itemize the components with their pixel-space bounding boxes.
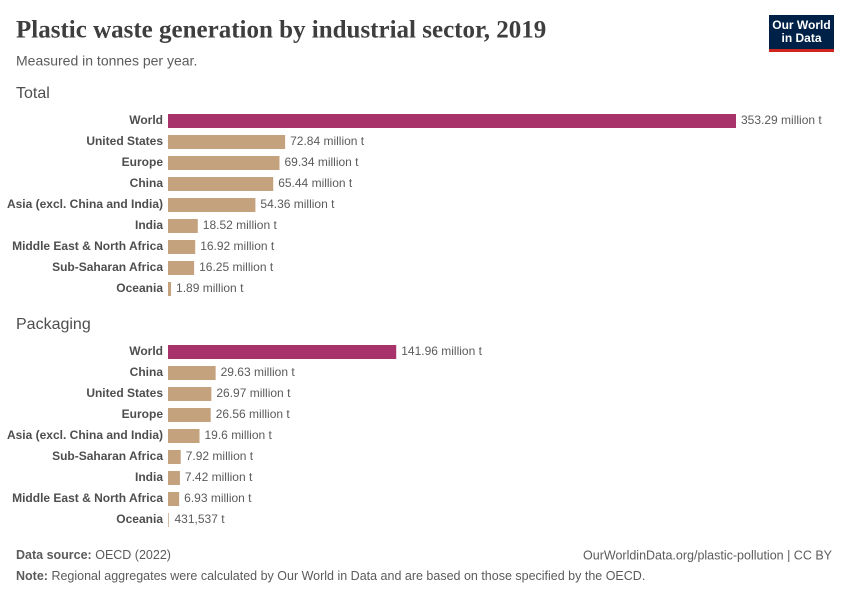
note-label: Note: bbox=[16, 569, 48, 583]
bar bbox=[168, 387, 212, 401]
category-label: Sub-Saharan Africa bbox=[52, 449, 163, 463]
logo-text: in Data bbox=[781, 31, 821, 45]
category-label: World bbox=[129, 113, 163, 127]
logo-box bbox=[769, 15, 834, 49]
value-label: 353.29 million t bbox=[741, 113, 822, 127]
value-label: 69.34 million t bbox=[284, 155, 359, 169]
category-label: Oceania bbox=[116, 281, 163, 295]
value-label: 26.97 million t bbox=[216, 386, 291, 400]
note: Note: Regional aggregates were calculate… bbox=[16, 569, 645, 583]
logo[interactable]: Our World in Data bbox=[769, 15, 834, 52]
bar bbox=[168, 177, 274, 191]
value-label: 16.92 million t bbox=[200, 239, 275, 253]
bar bbox=[168, 366, 216, 380]
bar bbox=[168, 282, 172, 296]
category-label: China bbox=[130, 176, 164, 190]
bar bbox=[168, 492, 180, 506]
note-text: Regional aggregates were calculated by O… bbox=[51, 569, 645, 583]
value-label: 7.92 million t bbox=[186, 449, 254, 463]
category-label: China bbox=[130, 365, 164, 379]
panel-title: Total bbox=[16, 85, 50, 102]
value-label: 18.52 million t bbox=[203, 218, 278, 232]
value-label: 6.93 million t bbox=[184, 491, 252, 505]
subtitle: Measured in tonnes per year. bbox=[16, 53, 197, 69]
value-label: 7.42 million t bbox=[185, 470, 253, 484]
value-label: 54.36 million t bbox=[260, 197, 335, 211]
bar bbox=[168, 135, 286, 149]
value-label: 141.96 million t bbox=[401, 344, 482, 358]
category-label: Europe bbox=[122, 155, 164, 169]
value-label: 431,537 t bbox=[175, 512, 226, 526]
source-text: OECD (2022) bbox=[95, 548, 171, 562]
source: Data source: OECD (2022) bbox=[16, 548, 171, 562]
bar bbox=[168, 450, 181, 464]
value-label: 1.89 million t bbox=[176, 281, 244, 295]
category-label: India bbox=[135, 470, 163, 484]
chart-title: Plastic waste generation by industrial s… bbox=[16, 17, 546, 44]
category-label: Europe bbox=[122, 407, 164, 421]
category-label: Middle East & North Africa bbox=[12, 491, 163, 505]
category-label: Sub-Saharan Africa bbox=[52, 260, 163, 274]
category-label: Asia (excl. China and India) bbox=[7, 197, 163, 211]
value-label: 29.63 million t bbox=[221, 365, 296, 379]
logo-underline bbox=[769, 49, 834, 52]
bar bbox=[168, 240, 196, 254]
bar bbox=[168, 345, 397, 359]
category-label: Oceania bbox=[116, 512, 163, 526]
category-label: India bbox=[135, 218, 163, 232]
bar bbox=[168, 219, 198, 233]
source-label: Data source: bbox=[16, 548, 92, 562]
bar bbox=[168, 261, 195, 275]
category-label: Asia (excl. China and India) bbox=[7, 428, 163, 442]
bar bbox=[168, 114, 736, 128]
category-label: World bbox=[129, 344, 163, 358]
value-label: 72.84 million t bbox=[290, 134, 365, 148]
bar bbox=[168, 471, 180, 485]
logo-text: Our World bbox=[772, 18, 830, 32]
source-url[interactable]: OurWorldinData.org/plastic-pollution | C… bbox=[583, 548, 833, 562]
value-label: 65.44 million t bbox=[278, 176, 353, 190]
bar bbox=[168, 513, 169, 527]
bar bbox=[168, 408, 211, 422]
value-label: 16.25 million t bbox=[199, 260, 274, 274]
bar bbox=[168, 429, 200, 443]
panel-title: Packaging bbox=[16, 316, 91, 333]
value-label: 26.56 million t bbox=[216, 407, 291, 421]
bar bbox=[168, 198, 256, 212]
bar bbox=[168, 156, 280, 170]
category-label: United States bbox=[86, 134, 163, 148]
category-label: Middle East & North Africa bbox=[12, 239, 163, 253]
value-label: 19.6 million t bbox=[205, 428, 273, 442]
category-label: United States bbox=[86, 386, 163, 400]
